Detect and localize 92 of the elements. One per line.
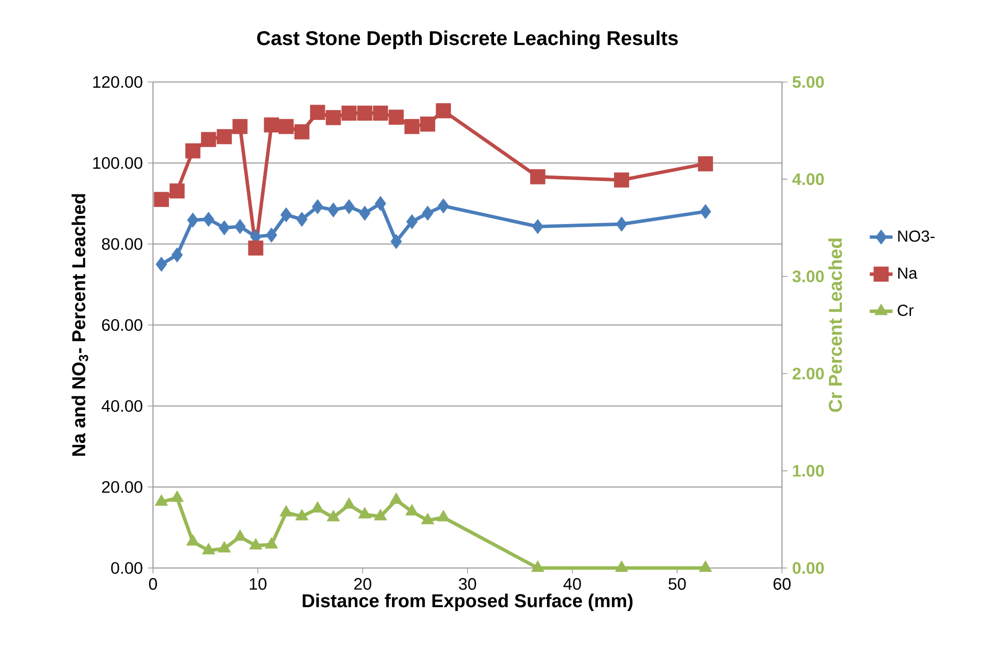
point [170,490,184,502]
x-tick-label: 0 [149,578,157,590]
y-tick-label: 120.00 [93,76,142,88]
point [438,198,450,214]
point [388,110,404,125]
point [358,506,372,518]
point [156,256,168,272]
point [698,156,713,172]
point [421,512,434,524]
y2-tick-label: 3.00 [792,270,824,282]
point [405,504,418,516]
point [616,216,628,232]
point [294,124,310,140]
y-tick-label: 0.00 [111,562,142,574]
y-tick-label: 100.00 [93,157,142,169]
point [374,196,386,212]
legend-label: Cr [898,304,914,316]
point [342,497,356,509]
point [531,560,544,572]
point [202,212,214,227]
point [614,172,630,188]
x-tick-label: 30 [458,578,476,590]
point [312,199,324,214]
point [326,110,341,126]
point [532,219,544,234]
point [406,214,418,230]
point [280,505,293,516]
x-tick-label: 20 [354,578,372,590]
y2-tick-label: 0.00 [792,562,824,574]
x-axis-title: Distance from Exposed Surface (mm) [302,594,633,612]
y-tick-label: 20.00 [102,481,142,493]
point [436,103,451,118]
y-tick-label: 60.00 [102,319,142,331]
point [201,132,216,148]
point [266,228,278,243]
point [295,508,308,520]
y-tick-label: 40.00 [102,400,142,412]
point [698,560,712,572]
point [233,529,247,541]
point [342,106,357,121]
point [310,104,326,120]
point [404,119,420,134]
point [374,508,388,520]
y2-tick-label: 5.00 [792,76,824,88]
point [171,247,183,262]
point [436,510,450,522]
point [218,541,231,552]
y2-tick-label: 1.00 [793,464,824,477]
x-tick-label: 40 [563,578,581,590]
point [280,207,292,222]
x-tick-label: 50 [668,578,686,590]
point [202,542,216,554]
point [264,537,278,549]
y2-tick-label: 2.00 [792,368,824,380]
chart-title: Cast Stone Depth Discrete Leaching Results [257,30,678,50]
point [248,240,264,256]
point [264,117,279,132]
point [185,143,200,158]
point [186,534,200,546]
point [311,501,324,513]
point [359,206,370,221]
point [372,106,388,121]
point [154,192,169,207]
point [328,202,340,218]
point [530,169,546,184]
y2-axis-title: Cr Percent Leached [828,238,842,412]
point [154,494,168,506]
y-tick-label: 80.00 [102,238,142,250]
point [326,510,340,522]
x-tick-label: 60 [774,578,791,590]
point [615,560,628,572]
point [343,199,355,214]
point [296,212,308,227]
y2-tick-label: 4.00 [792,173,824,186]
point [390,234,402,250]
point [420,116,436,132]
point [218,220,230,236]
point [170,183,185,198]
x-tick-label: 10 [250,578,266,590]
point [357,106,372,121]
point [390,492,403,504]
point [700,204,712,220]
legend-label: NO3- [898,230,934,242]
point [234,219,246,234]
point [216,129,232,144]
point [232,119,248,134]
point [422,206,434,221]
point [187,212,199,228]
legend-label: Na [898,268,918,279]
y-axis-title: Na and NO$_{3}$- Percent Leached [72,194,88,456]
point [249,538,262,550]
point [278,119,294,134]
